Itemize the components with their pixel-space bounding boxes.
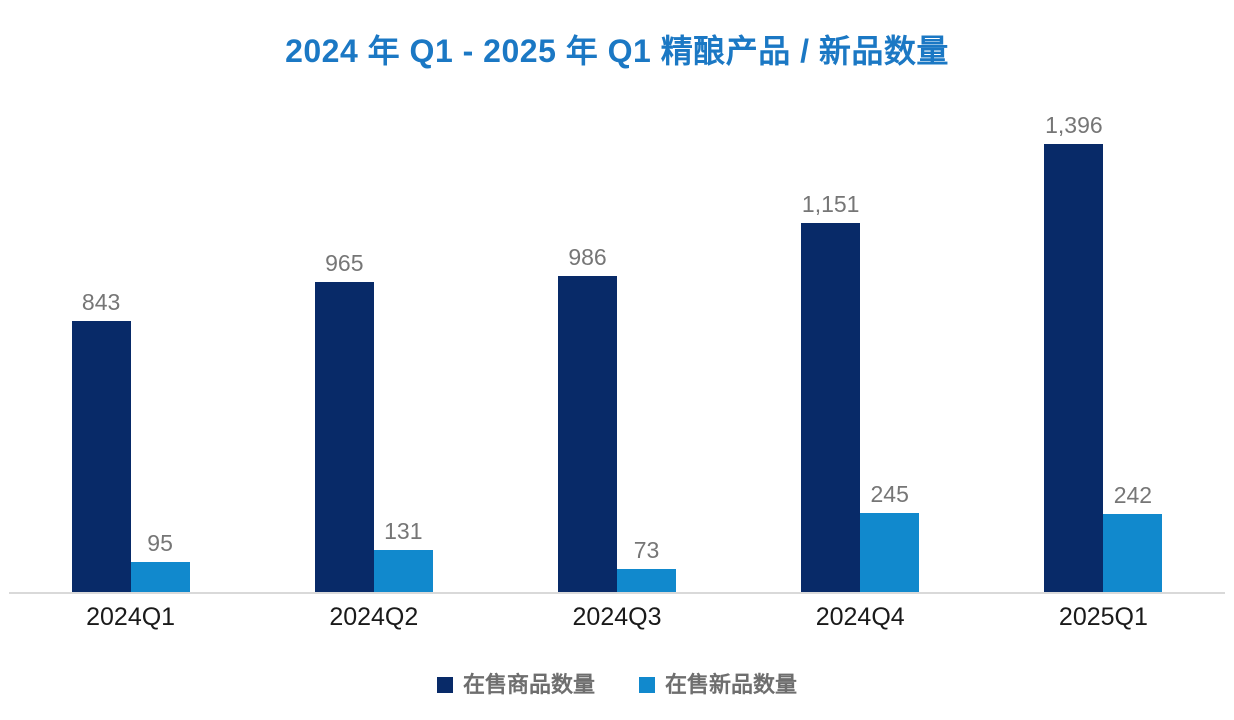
products-bar-column: 1,396 [1044, 112, 1104, 592]
bar-value-label: 95 [147, 530, 173, 556]
plot-area: 843 95 965 131 986 73 1,151 245 1,396 242 [9, 114, 1225, 592]
new-products-bar [617, 569, 676, 592]
products-bar-column: 965 [314, 250, 374, 592]
new-products-bar [130, 562, 190, 592]
products-bar-column: 986 [558, 246, 617, 592]
x-axis-line [9, 592, 1225, 594]
legend-item-products: 在售商品数量 [436, 672, 595, 697]
bar-group: 986 73 [495, 144, 738, 592]
x-axis-label: 2024Q2 [329, 603, 419, 631]
bar-group: 1,151 245 [739, 144, 982, 592]
legend-label-products: 在售商品数量 [462, 672, 595, 697]
bar-value-label: 986 [568, 244, 607, 270]
products-bar-column: 843 [71, 289, 131, 592]
legend-swatch-new-products-icon [639, 677, 655, 693]
legend-swatch-products-icon [436, 677, 453, 693]
bar-value-label: 131 [384, 518, 423, 544]
new-products-bar-column: 242 [1103, 482, 1163, 592]
bar-value-label: 843 [81, 289, 121, 315]
bar-value-label: 245 [870, 481, 909, 507]
products-bar [71, 321, 131, 592]
bar-group: 843 95 [9, 144, 252, 592]
bar-value-label: 242 [1113, 482, 1153, 508]
legend: 在售商品数量 在售新品数量 [0, 674, 1234, 696]
new-products-bar-column: 245 [860, 481, 920, 592]
x-axis-label: 2025Q1 [1058, 603, 1148, 631]
new-products-bar [860, 513, 920, 592]
new-products-bar-column: 95 [130, 530, 190, 592]
bar-value-label: 73 [633, 537, 660, 563]
x-axis-label: 2024Q4 [815, 603, 905, 631]
x-axis-label: 2024Q3 [572, 603, 662, 631]
bar-group: 965 131 [252, 144, 495, 592]
bar-value-label: 1,396 [1045, 112, 1103, 138]
products-bar-column: 1,151 [801, 191, 861, 592]
new-products-bar-column: 131 [373, 518, 433, 592]
new-products-bar [1103, 514, 1163, 592]
products-bar [314, 282, 374, 592]
bar-value-label: 965 [325, 250, 364, 276]
x-axis-label: 2024Q1 [86, 603, 176, 631]
products-bar [558, 276, 617, 592]
new-products-bar-column: 73 [617, 539, 676, 592]
products-bar [1044, 144, 1104, 592]
legend-item-new-products: 在售新品数量 [639, 674, 797, 696]
legend-label-new-products: 在售新品数量 [665, 672, 798, 697]
new-products-bar [373, 550, 433, 592]
products-bar [801, 223, 861, 592]
bar-group: 1,396 242 [982, 114, 1225, 592]
x-axis-labels: 2024Q1 2024Q2 2024Q3 2024Q4 2025Q1 [9, 602, 1225, 632]
bar-value-label: 1,151 [801, 191, 860, 217]
chart-title: 2024 年 Q1 - 2025 年 Q1 精酿产品 / 新品数量 [285, 33, 949, 69]
